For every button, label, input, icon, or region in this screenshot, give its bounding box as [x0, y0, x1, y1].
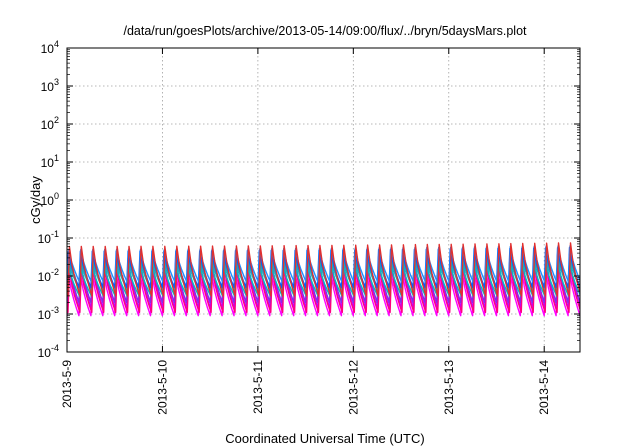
y-tick-label: 101: [41, 153, 59, 170]
y-tick-label: 103: [41, 77, 59, 94]
series-layer: [67, 242, 580, 317]
y-tick-label: 102: [41, 115, 59, 132]
x-tick-label: 2013-5-11: [251, 360, 265, 414]
y-tick-label: 10-2: [38, 267, 59, 284]
y-tick-label: 100: [41, 191, 59, 208]
y-tick-label: 10-3: [38, 305, 59, 322]
y-tick-label: 10-1: [38, 229, 59, 246]
x-tick-labels: 2013-5-9 2013-5-10 2013-5-11 2013-5-12 2013-…: [60, 360, 551, 415]
x-axis-label: Coordinated Universal Time (UTC): [225, 431, 424, 446]
chart-title: /data/run/goesPlots/archive/2013-05-14/0…: [123, 24, 527, 38]
x-tick-label: 2013-5-10: [155, 360, 169, 415]
x-tick-label: 2013-5-14: [537, 360, 551, 415]
series-line-1: [67, 268, 580, 317]
y-tick-label: 10-4: [38, 343, 59, 360]
series-line-3: [67, 265, 580, 314]
series-line-9: [67, 242, 580, 297]
x-tick-label: 2013-5-13: [442, 360, 456, 415]
y-tick-labels: 10-4 10-3 10-2 10-1 100 101 102 103 104: [38, 39, 59, 360]
grid-layer: [66, 48, 580, 352]
tick-layer: [66, 47, 580, 353]
y-axis-label: cGy/day: [28, 176, 43, 224]
x-tick-label: 2013-5-9: [60, 360, 74, 408]
x-tick-label: 2013-5-12: [346, 360, 360, 415]
y-tick-label: 104: [41, 39, 59, 56]
